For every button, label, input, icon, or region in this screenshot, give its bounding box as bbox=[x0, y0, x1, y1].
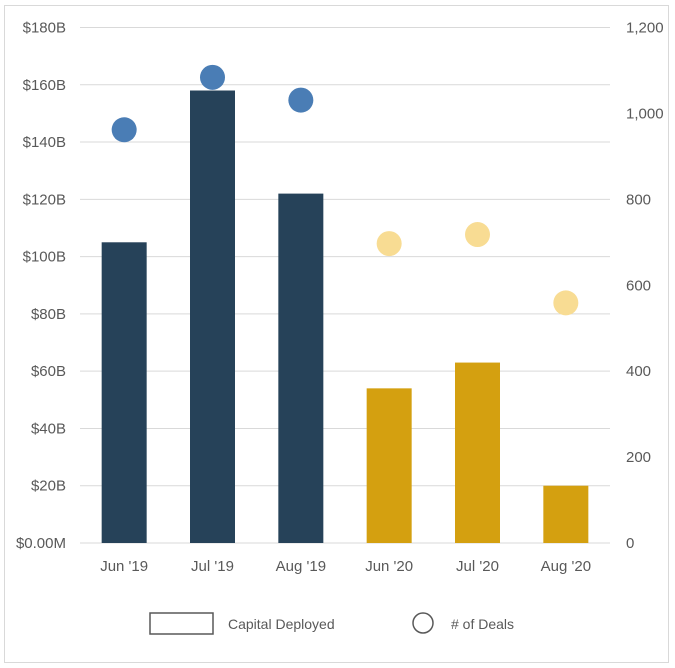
right-axis-tick-label: 1,200 bbox=[626, 20, 664, 37]
x-axis-tick-label: Jul '19 bbox=[191, 558, 234, 575]
left-axis-tick-label: $160B bbox=[23, 77, 66, 94]
left-axis-tick-label: $120B bbox=[23, 191, 66, 208]
right-axis-tick-label: 200 bbox=[626, 449, 651, 466]
bar-capital-deployed bbox=[543, 485, 589, 543]
x-axis-tick-label: Aug '20 bbox=[541, 558, 591, 575]
x-axis-tick-label: Aug '19 bbox=[276, 558, 326, 575]
right-axis-tick-label: 800 bbox=[626, 191, 651, 208]
left-axis-tick-label: $40B bbox=[31, 420, 66, 437]
left-axis-tick-label: $180B bbox=[23, 20, 66, 37]
point-number-of-deals bbox=[465, 222, 490, 248]
bar-capital-deployed bbox=[455, 362, 500, 543]
point-number-of-deals bbox=[288, 87, 314, 113]
chart-frame bbox=[4, 5, 669, 663]
right-axis-tick-label: 400 bbox=[626, 363, 651, 380]
legend-label-number-of-deals: # of Deals bbox=[451, 616, 514, 632]
bar-capital-deployed bbox=[278, 193, 324, 543]
left-axis-tick-label: $80B bbox=[31, 306, 66, 323]
point-number-of-deals bbox=[200, 64, 225, 90]
point-number-of-deals bbox=[553, 290, 579, 316]
bar-capital-deployed bbox=[101, 242, 147, 543]
point-number-of-deals bbox=[111, 117, 137, 143]
left-axis-tick-label: $20B bbox=[31, 478, 66, 495]
left-axis-tick-label: $0.00M bbox=[16, 535, 66, 552]
x-axis-tick-label: Jul '20 bbox=[456, 558, 499, 575]
legend-label-capital-deployed: Capital Deployed bbox=[228, 616, 335, 632]
x-axis-tick-label: Jun '19 bbox=[100, 558, 148, 575]
bar-capital-deployed bbox=[366, 388, 412, 543]
point-number-of-deals bbox=[376, 231, 402, 257]
x-axis-tick-label: Jun '20 bbox=[365, 558, 413, 575]
bar-capital-deployed bbox=[190, 90, 235, 543]
left-axis-tick-label: $140B bbox=[23, 134, 66, 151]
right-axis-tick-label: 0 bbox=[626, 535, 634, 552]
legend-circle-swatch bbox=[412, 612, 434, 634]
right-axis-tick-label: 600 bbox=[626, 277, 651, 294]
legend-bar-swatch bbox=[149, 612, 214, 635]
right-axis-tick-label: 1,000 bbox=[626, 105, 664, 122]
left-axis-tick-label: $60B bbox=[31, 363, 66, 380]
left-axis-tick-label: $100B bbox=[23, 249, 66, 266]
